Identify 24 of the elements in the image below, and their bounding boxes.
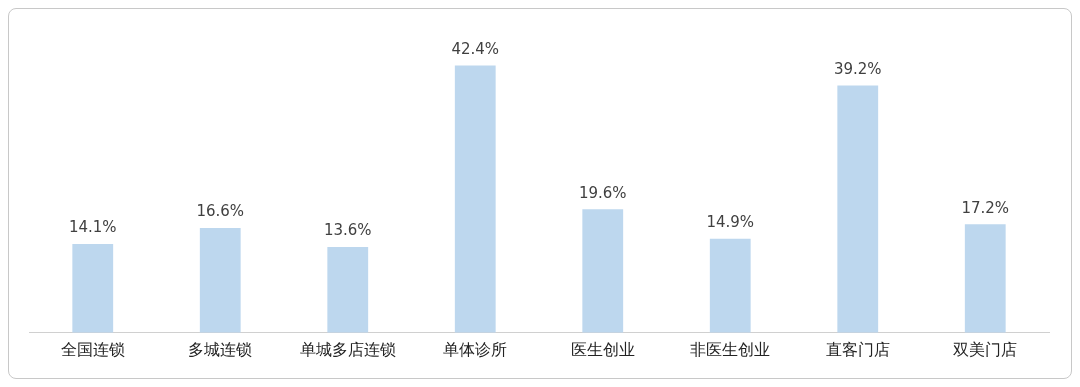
x-tick-label: 多城连锁: [188, 339, 253, 359]
data-label: 14.1%: [68, 218, 117, 237]
bar: [72, 243, 114, 333]
bar: [964, 224, 1006, 333]
x-tick-label: 医生创业: [570, 339, 635, 359]
bar: [709, 238, 751, 333]
data-label: 19.6%: [578, 183, 627, 202]
bar: [454, 65, 496, 333]
bar: [837, 85, 879, 333]
x-tick-label: 全国连锁: [60, 339, 125, 359]
bar: [327, 247, 369, 333]
x-tick-label: 直客门店: [825, 339, 890, 359]
data-label: 14.9%: [706, 213, 755, 232]
data-label: 17.2%: [961, 198, 1010, 217]
data-label: 16.6%: [196, 202, 245, 221]
x-tick-label: 单体诊所: [443, 339, 508, 359]
x-tick-label: 单城多店连锁: [299, 339, 396, 359]
data-label: 13.6%: [323, 221, 372, 240]
data-label: 42.4%: [451, 39, 500, 58]
bar: [199, 228, 241, 333]
x-tick-label: 双美门店: [953, 339, 1018, 359]
x-tick-label: 非医生创业: [690, 339, 771, 359]
bar: [582, 209, 624, 333]
data-label: 39.2%: [833, 59, 882, 78]
